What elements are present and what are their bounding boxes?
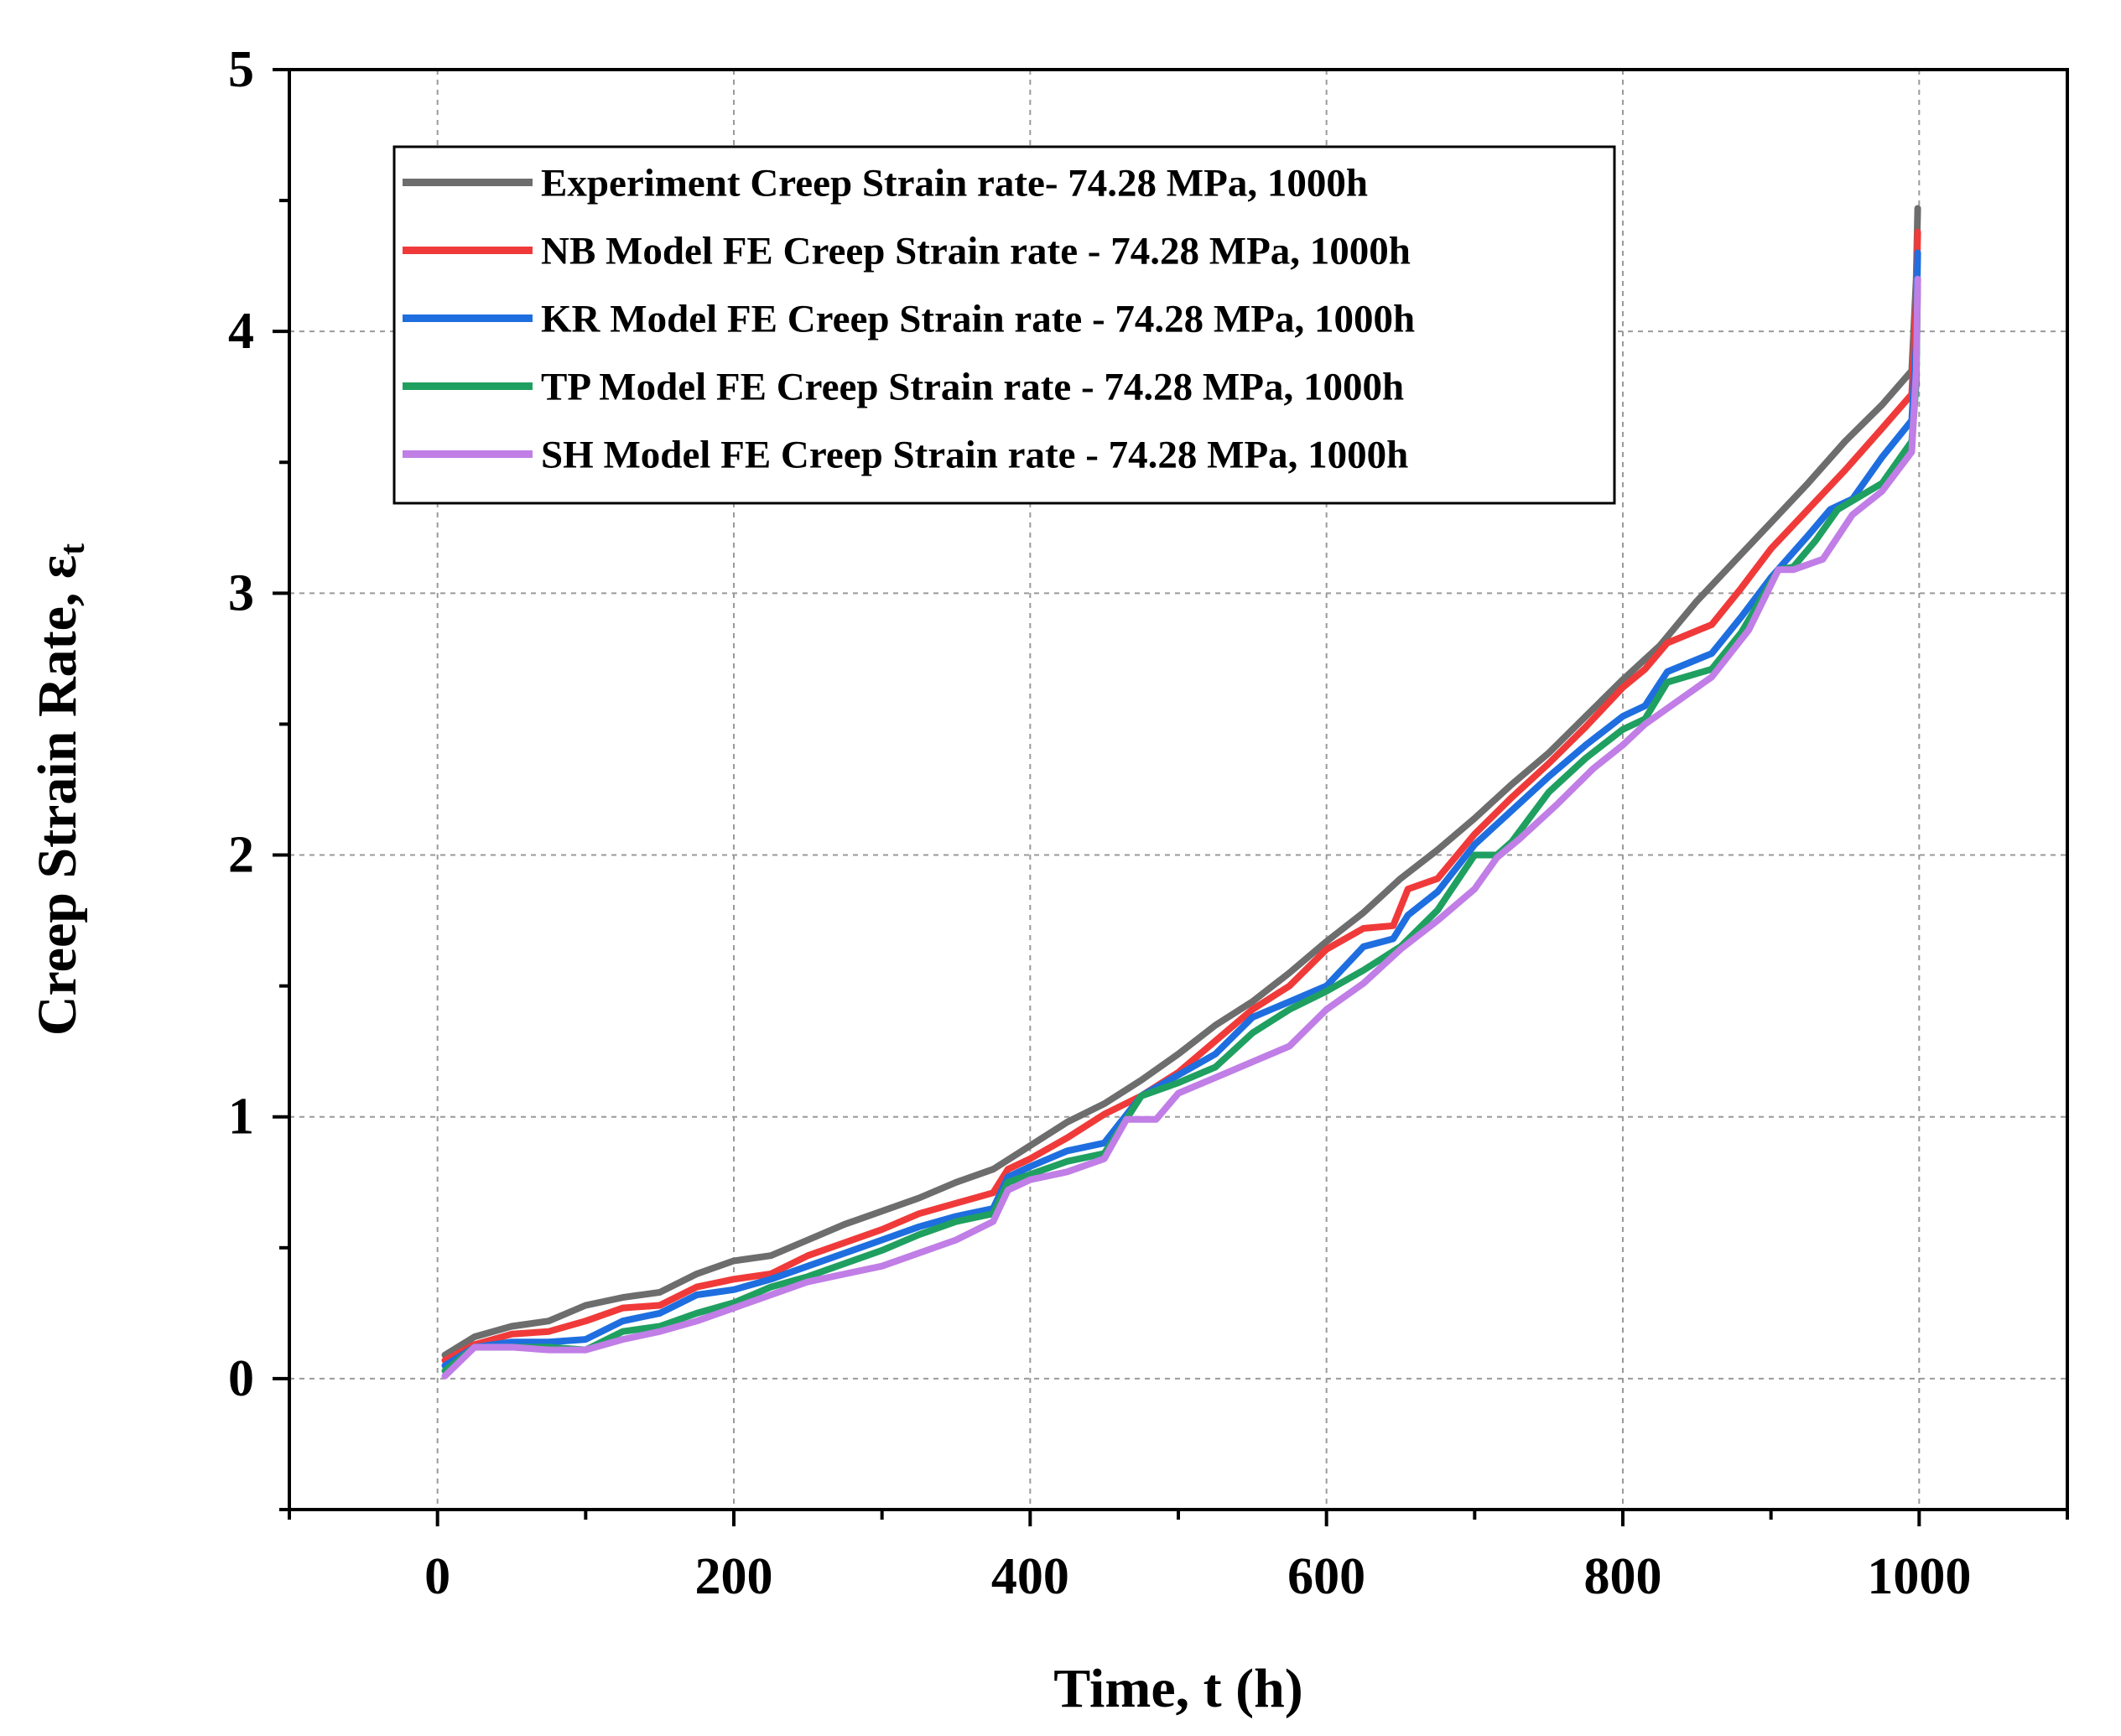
legend: Experiment Creep Strain rate- 74.28 MPa,…	[392, 145, 1616, 505]
series-line-3	[441, 249, 1921, 1370]
x-tick-label: 0	[424, 1548, 450, 1605]
y-tick-label: 1	[228, 1089, 254, 1146]
legend-label: KR Model FE Creep Strain rate - 74.28 MP…	[541, 298, 1415, 341]
x-tick-label: 200	[695, 1548, 773, 1605]
series-lines	[441, 205, 1921, 1380]
legend-label: Experiment Creep Strain rate- 74.28 MPa,…	[541, 162, 1368, 205]
x-tick-label: 1000	[1867, 1548, 1971, 1605]
legend-label: SH Model FE Creep Strain rate - 74.28 MP…	[541, 434, 1408, 477]
tick-labels: 0 200 400 600 800 1000 0 1 2 3 4 5	[228, 41, 1971, 1605]
y-axis-title: Creep Strain Rate, εt	[27, 543, 92, 1036]
y-axis-title-subscript: t	[54, 543, 92, 555]
x-tick-label: 600	[1287, 1548, 1365, 1605]
x-tick-label: 800	[1584, 1548, 1662, 1605]
series-line-4	[441, 275, 1921, 1375]
y-tick-label: 5	[228, 41, 254, 98]
x-tick-label: 400	[991, 1548, 1069, 1605]
series-line-1	[441, 205, 1921, 1359]
y-tick-label: 3	[228, 564, 254, 621]
axis-ticks	[273, 68, 2069, 1526]
series-line-2	[441, 228, 1921, 1364]
legend-label: TP Model FE Creep Strain rate - 74.28 MP…	[541, 366, 1404, 409]
series-line-5	[441, 275, 1921, 1380]
legend-box	[392, 145, 1616, 505]
y-tick-label: 4	[228, 303, 254, 360]
y-axis-title-main: Creep Strain Rate, ε	[27, 555, 88, 1036]
legend-items: Experiment Creep Strain rate- 74.28 MPa,…	[403, 162, 1415, 477]
y-tick-label: 0	[228, 1350, 254, 1407]
x-axis-title: Time, t (h)	[1053, 1658, 1303, 1719]
y-tick-label: 2	[228, 827, 254, 884]
legend-label: NB Model FE Creep Strain rate - 74.28 MP…	[541, 230, 1411, 273]
